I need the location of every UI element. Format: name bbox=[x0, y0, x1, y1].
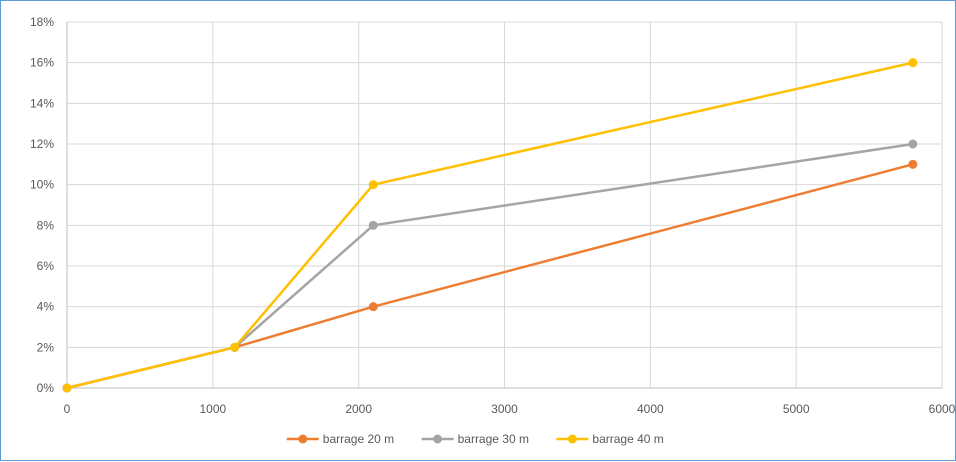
legend-swatch-marker bbox=[567, 434, 577, 444]
y-tick-label: 0% bbox=[37, 381, 55, 395]
series-line-1 bbox=[65, 163, 915, 390]
legend-label: barrage 40 m bbox=[592, 432, 663, 446]
data-point bbox=[908, 139, 918, 149]
series-lines bbox=[62, 58, 918, 393]
legend-label: barrage 20 m bbox=[323, 432, 394, 446]
y-tick-label: 6% bbox=[37, 259, 55, 273]
axes: 0% 2% 4% 6% 8% 10% 12% 14% 16% 18% 0 1000 2000 3000 40… bbox=[30, 15, 956, 416]
data-point bbox=[62, 383, 72, 393]
x-tick-label: 1000 bbox=[199, 402, 226, 416]
legend-item: barrage 30 m bbox=[421, 432, 529, 446]
legend-label: barrage 30 m bbox=[458, 432, 529, 446]
legend-item: barrage 20 m bbox=[286, 432, 394, 446]
data-point bbox=[368, 220, 378, 230]
y-tick-label: 8% bbox=[37, 218, 55, 232]
data-point bbox=[908, 58, 918, 68]
x-tick-label: 5000 bbox=[783, 402, 810, 416]
x-tick-label: 6000 bbox=[929, 402, 956, 416]
y-tick-label: 4% bbox=[37, 300, 55, 314]
data-point bbox=[368, 180, 378, 190]
x-tick-label: 2000 bbox=[345, 402, 372, 416]
series-line-3 bbox=[65, 61, 915, 390]
legend-item: barrage 40 m bbox=[556, 432, 664, 446]
y-tick-label: 18% bbox=[30, 15, 54, 29]
y-tick-label: 14% bbox=[30, 96, 54, 110]
data-point bbox=[230, 342, 240, 352]
legend-swatch-marker bbox=[433, 434, 443, 444]
legend-swatch-marker bbox=[298, 434, 308, 444]
x-tick-label: 4000 bbox=[637, 402, 664, 416]
y-tick-label: 10% bbox=[30, 178, 54, 192]
y-tick-label: 2% bbox=[37, 340, 55, 354]
y-tick-label: 16% bbox=[30, 56, 54, 70]
data-point bbox=[368, 302, 378, 312]
y-tick-label: 12% bbox=[30, 137, 54, 151]
legend: barrage 20 m barrage 30 m barrage 40 m bbox=[286, 432, 664, 446]
x-tick-label: 0 bbox=[64, 402, 71, 416]
data-point bbox=[908, 159, 918, 169]
x-tick-label: 3000 bbox=[491, 402, 518, 416]
